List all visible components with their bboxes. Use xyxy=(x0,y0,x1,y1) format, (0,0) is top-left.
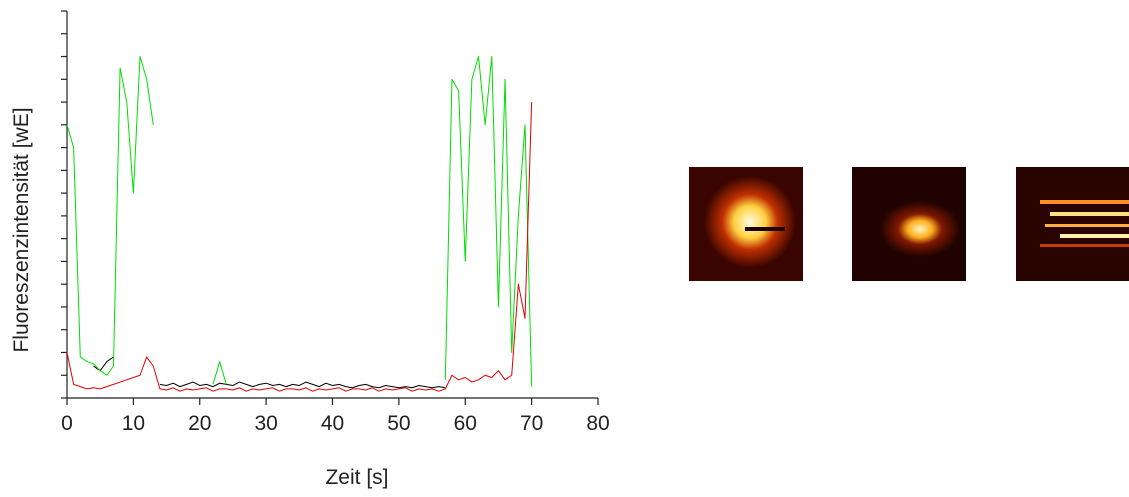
x-tick-label: 20 xyxy=(188,412,211,435)
x-tick-label: 70 xyxy=(520,412,543,435)
data-line xyxy=(66,56,533,387)
x-tick-label: 40 xyxy=(321,412,344,435)
x-axis-label: Zeit [s] xyxy=(325,466,388,489)
x-tick-label: 80 xyxy=(586,412,609,435)
data-line xyxy=(66,102,533,392)
image-3 xyxy=(1016,167,1129,281)
x-tick-label: 0 xyxy=(61,412,73,435)
image-1 xyxy=(689,167,803,281)
x-tick-label: 50 xyxy=(387,412,410,435)
x-tick-label: 10 xyxy=(122,412,145,435)
y-axis-label: Fluoreszenzintensität [wE] xyxy=(10,107,33,352)
image-2 xyxy=(852,167,966,281)
data-line xyxy=(93,356,446,389)
x-tick-label: 30 xyxy=(254,412,277,435)
x-tick-label: 60 xyxy=(454,412,477,435)
